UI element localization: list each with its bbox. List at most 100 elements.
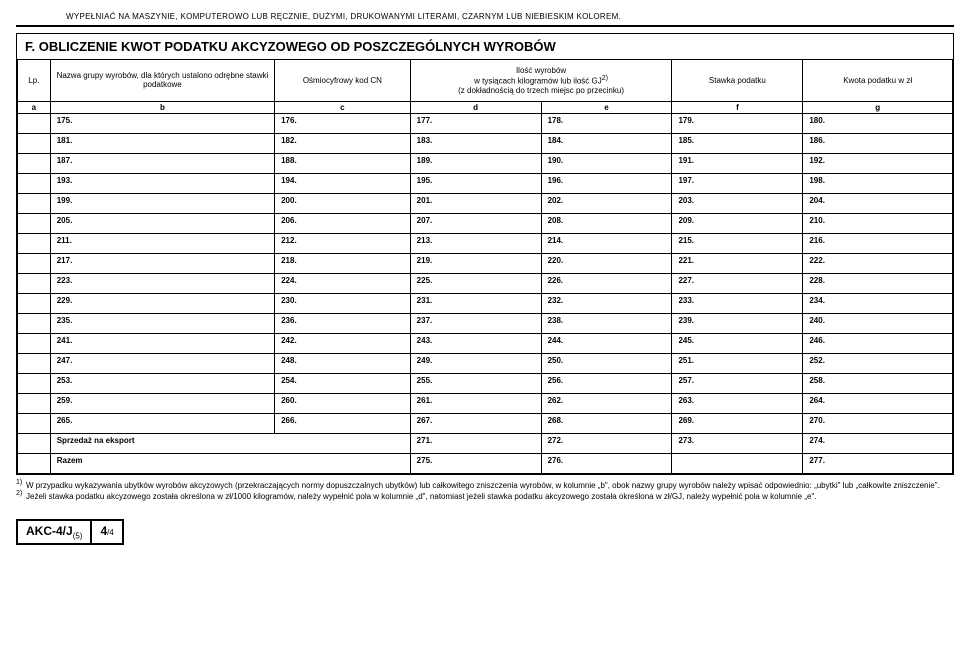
num-cell: 199. [50,193,274,213]
num-cell: 253. [50,373,274,393]
num-cell: 237. [410,313,541,333]
num-cell: 228. [803,273,953,293]
letter-b: b [50,101,274,113]
num-cell: 249. [410,353,541,373]
num-cell: 266. [275,413,411,433]
lp-cell [18,253,51,273]
letter-d: d [410,101,541,113]
table-row: 187.188.189.190.191.192. [18,153,953,173]
num-cell: 240. [803,313,953,333]
num-cell: 207. [410,213,541,233]
num-cell: 201. [410,193,541,213]
num-cell: 241. [50,333,274,353]
table-row: 205.206.207.208.209.210. [18,213,953,233]
num-cell: 272. [541,433,672,453]
footnote-1: 1)W przypadku wykazywania ubytków wyrobó… [16,481,954,490]
top-rule [16,25,954,27]
num-cell: 274. [803,433,953,453]
num-cell: 236. [275,313,411,333]
letter-f: f [672,101,803,113]
lp-cell [18,173,51,193]
num-cell: 223. [50,273,274,293]
num-cell: 183. [410,133,541,153]
num-cell: 251. [672,353,803,373]
lp-cell [18,233,51,253]
num-cell: 187. [50,153,274,173]
lp-cell [18,273,51,293]
num-cell: 204. [803,193,953,213]
num-cell: 181. [50,133,274,153]
num-cell: 219. [410,253,541,273]
num-cell: 218. [275,253,411,273]
lp-cell [18,453,51,473]
form-code-label: AKC-4/J(5) [18,521,92,543]
section-f: F. OBLICZENIE KWOT PODATKU AKCYZOWEGO OD… [16,33,954,475]
export-label: Sprzedaż na eksport [50,433,410,453]
num-cell: 270. [803,413,953,433]
blank-cell [672,453,803,473]
num-cell: 176. [275,113,411,133]
lp-cell [18,373,51,393]
num-cell: 185. [672,133,803,153]
header-row: Lp. Nazwa grupy wyrobów, dla których ust… [18,60,953,101]
num-cell: 264. [803,393,953,413]
top-instruction: WYPEŁNIAĆ NA MASZYNIE, KOMPUTEROWO LUB R… [66,12,954,21]
num-cell: 221. [672,253,803,273]
lp-cell [18,433,51,453]
lp-cell [18,293,51,313]
lp-cell [18,153,51,173]
num-cell: 246. [803,333,953,353]
num-cell: 208. [541,213,672,233]
col-d-title: Ilość wyrobów [516,66,566,75]
num-cell: 216. [803,233,953,253]
letter-row: a b c d e f g [18,101,953,113]
num-cell: 194. [275,173,411,193]
num-cell: 275. [410,453,541,473]
table-row: 247.248.249.250.251.252. [18,353,953,373]
num-cell: 190. [541,153,672,173]
num-cell: 198. [803,173,953,193]
num-cell: 217. [50,253,274,273]
num-cell: 213. [410,233,541,253]
num-cell: 245. [672,333,803,353]
num-cell: 260. [275,393,411,413]
table-row: 181.182.183.184.185.186. [18,133,953,153]
table-row: 217.218.219.220.221.222. [18,253,953,273]
lp-cell [18,333,51,353]
form-code-text: AKC-4/J [26,524,73,538]
export-row: Sprzedaż na eksport271.272.273.274. [18,433,953,453]
num-cell: 261. [410,393,541,413]
table-row: 193.194.195.196.197.198. [18,173,953,193]
letter-g: g [803,101,953,113]
num-cell: 184. [541,133,672,153]
footnote-2-text: Jeżeli stawka podatku akcyzowego została… [26,492,817,501]
num-cell: 242. [275,333,411,353]
lp-cell [18,113,51,133]
total-label: Razem [50,453,410,473]
num-cell: 226. [541,273,672,293]
num-cell: 256. [541,373,672,393]
num-cell: 196. [541,173,672,193]
total-row: Razem275.276.277. [18,453,953,473]
num-cell: 231. [410,293,541,313]
table-row: 241.242.243.244.245.246. [18,333,953,353]
num-cell: 271. [410,433,541,453]
num-cell: 267. [410,413,541,433]
num-cell: 265. [50,413,274,433]
num-cell: 254. [275,373,411,393]
num-cell: 197. [672,173,803,193]
num-cell: 273. [672,433,803,453]
num-cell: 178. [541,113,672,133]
num-cell: 227. [672,273,803,293]
num-cell: 235. [50,313,274,333]
num-cell: 277. [803,453,953,473]
num-cell: 188. [275,153,411,173]
tax-table: Lp. Nazwa grupy wyrobów, dla których ust… [17,60,953,474]
num-cell: 195. [410,173,541,193]
lp-cell [18,193,51,213]
letter-e: e [541,101,672,113]
footnote-2: 2)Jeżeli stawka podatku akcyzowego zosta… [16,492,954,501]
lp-cell [18,353,51,373]
num-cell: 232. [541,293,672,313]
num-cell: 220. [541,253,672,273]
